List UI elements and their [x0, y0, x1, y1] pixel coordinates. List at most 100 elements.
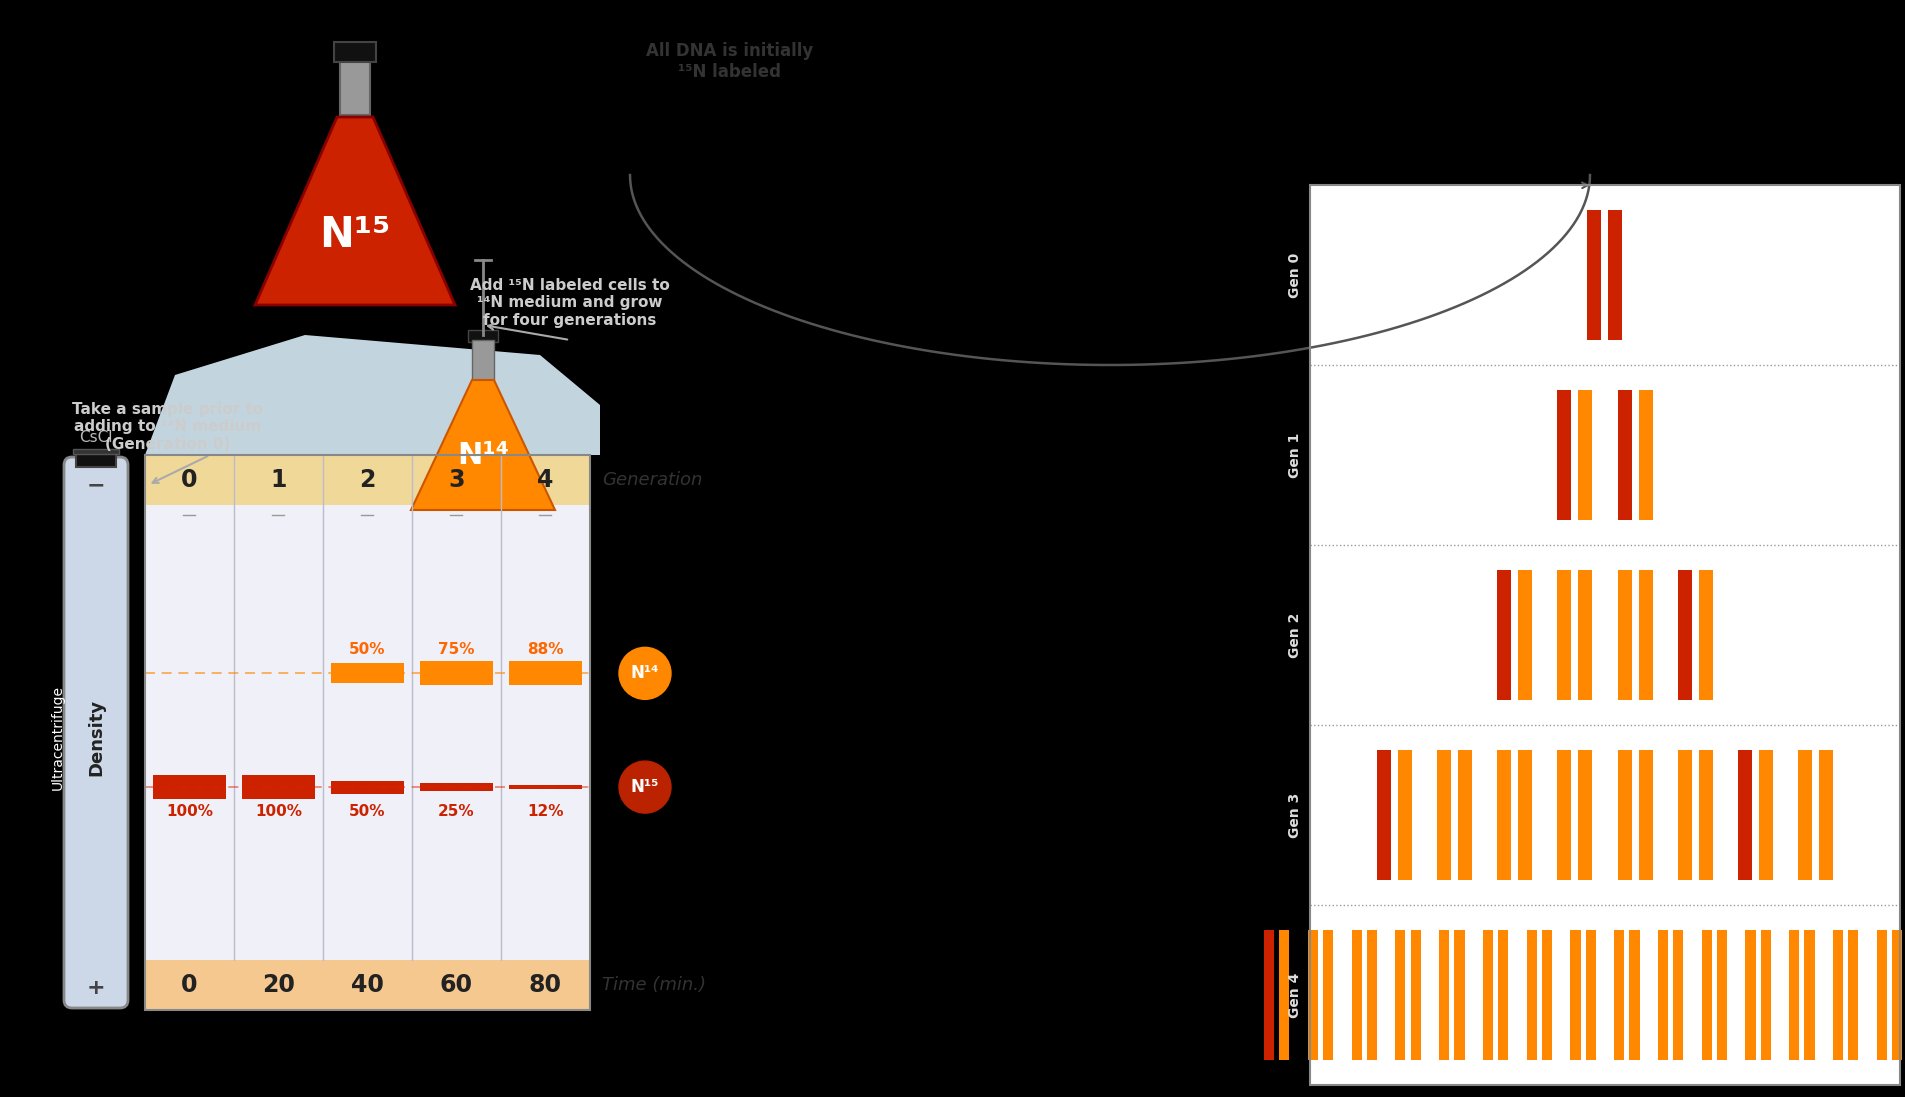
Bar: [145, 505, 591, 960]
Bar: [1556, 391, 1570, 520]
Bar: [1676, 570, 1692, 700]
Bar: [419, 783, 493, 791]
Bar: [1497, 570, 1511, 700]
Bar: [1676, 750, 1692, 880]
Bar: [1526, 930, 1535, 1060]
Bar: [145, 455, 591, 505]
Bar: [1614, 930, 1623, 1060]
Bar: [1697, 750, 1713, 880]
Bar: [1716, 930, 1726, 1060]
Bar: [1638, 570, 1652, 700]
Bar: [333, 42, 375, 63]
Bar: [1804, 930, 1814, 1060]
Text: N¹⁵: N¹⁵: [631, 778, 659, 796]
Bar: [469, 330, 497, 342]
Text: Ultracentrifuge: Ultracentrifuge: [51, 685, 65, 790]
Bar: [1587, 211, 1600, 340]
Text: N¹⁵: N¹⁵: [320, 214, 391, 256]
Bar: [1541, 930, 1551, 1060]
Bar: [1796, 750, 1812, 880]
Text: 4: 4: [537, 468, 552, 491]
Bar: [1745, 930, 1755, 1060]
Bar: [1436, 750, 1450, 880]
Bar: [1410, 930, 1419, 1060]
Bar: [1876, 930, 1886, 1060]
Bar: [509, 785, 581, 789]
Bar: [1629, 930, 1638, 1060]
Bar: [1817, 750, 1833, 880]
Bar: [152, 774, 227, 800]
Bar: [1482, 930, 1492, 1060]
Bar: [1585, 930, 1594, 1060]
Circle shape: [619, 647, 671, 700]
Bar: [1608, 211, 1621, 340]
Bar: [1309, 185, 1899, 1085]
Bar: [1657, 930, 1667, 1060]
Bar: [1263, 930, 1274, 1060]
Bar: [1673, 930, 1682, 1060]
Bar: [1701, 930, 1711, 1060]
Text: 12%: 12%: [528, 804, 564, 818]
Text: 2: 2: [360, 468, 375, 491]
Bar: [1697, 570, 1713, 700]
Bar: [1438, 930, 1448, 1060]
Bar: [1617, 570, 1631, 700]
Bar: [419, 661, 493, 686]
Bar: [242, 774, 314, 800]
Bar: [76, 451, 116, 467]
Bar: [1617, 391, 1631, 520]
Text: 50%: 50%: [349, 642, 385, 657]
Bar: [339, 60, 370, 115]
Bar: [1789, 930, 1798, 1060]
Text: 1: 1: [271, 468, 286, 491]
Bar: [1394, 930, 1404, 1060]
Bar: [1577, 391, 1591, 520]
Bar: [1737, 750, 1751, 880]
Text: 25%: 25%: [438, 804, 474, 818]
Bar: [472, 340, 493, 380]
Text: 0: 0: [181, 468, 198, 491]
Bar: [1617, 750, 1631, 880]
Bar: [145, 455, 591, 1010]
Text: N¹⁴: N¹⁴: [457, 441, 509, 470]
Bar: [1833, 930, 1842, 1060]
Bar: [1758, 750, 1772, 880]
Text: 40: 40: [351, 973, 383, 997]
Bar: [1497, 750, 1511, 880]
Text: +: +: [86, 979, 105, 998]
Bar: [331, 780, 404, 794]
Text: All DNA is initially
¹⁵N labeled: All DNA is initially ¹⁵N labeled: [646, 42, 813, 81]
Bar: [1570, 930, 1579, 1060]
Bar: [509, 661, 581, 686]
Text: 100%: 100%: [166, 804, 213, 818]
Bar: [1638, 391, 1652, 520]
Text: 0: 0: [181, 973, 198, 997]
Bar: [1848, 930, 1857, 1060]
Bar: [1396, 750, 1412, 880]
Text: Gen 1: Gen 1: [1288, 432, 1301, 477]
Text: 88%: 88%: [528, 642, 564, 657]
Text: 60: 60: [440, 973, 472, 997]
Bar: [72, 449, 118, 454]
Text: Gen 4: Gen 4: [1288, 972, 1301, 1018]
Bar: [1518, 570, 1532, 700]
Bar: [1454, 930, 1463, 1060]
Text: Generation: Generation: [602, 471, 703, 489]
Bar: [1556, 750, 1570, 880]
Text: 75%: 75%: [438, 642, 474, 657]
Text: 50%: 50%: [349, 804, 385, 818]
Text: Gen 2: Gen 2: [1288, 612, 1301, 658]
Text: Add ¹⁵N labeled cells to
¹⁴N medium and grow
for four generations: Add ¹⁵N labeled cells to ¹⁴N medium and …: [471, 278, 669, 328]
Polygon shape: [145, 335, 600, 455]
Text: Gen 0: Gen 0: [1288, 252, 1301, 297]
Bar: [1577, 750, 1591, 880]
Circle shape: [619, 761, 671, 813]
Bar: [145, 960, 591, 1010]
Text: −: −: [86, 475, 105, 495]
Bar: [1518, 750, 1532, 880]
Text: CsCl: CsCl: [80, 430, 112, 444]
Bar: [1278, 930, 1290, 1060]
Bar: [1322, 930, 1332, 1060]
Text: Take a sample prior to
adding to ¹⁴N medium
(Generation 0): Take a sample prior to adding to ¹⁴N med…: [72, 402, 263, 452]
Bar: [331, 664, 404, 683]
